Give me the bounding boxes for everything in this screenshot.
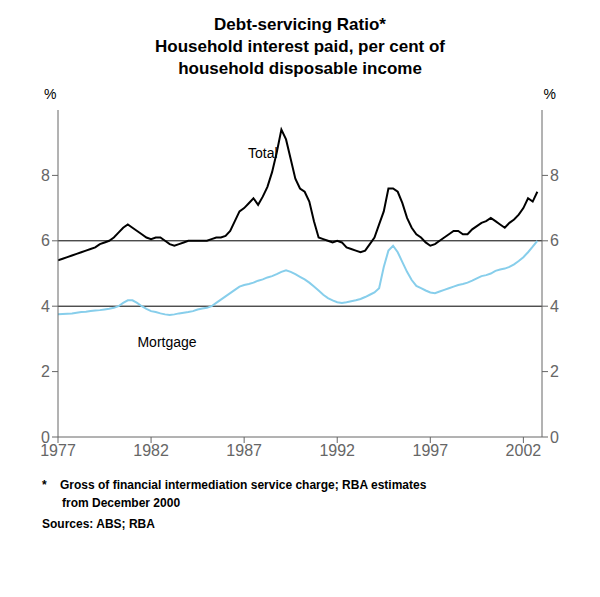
svg-text:1987: 1987: [226, 442, 262, 459]
svg-text:1982: 1982: [133, 442, 169, 459]
svg-text:1992: 1992: [319, 442, 355, 459]
svg-text:1997: 1997: [413, 442, 449, 459]
svg-text:2: 2: [41, 363, 50, 380]
svg-text:2: 2: [550, 363, 559, 380]
svg-text:Mortgage: Mortgage: [137, 334, 196, 350]
html-text:* Gross of financial intermedi: * Gross of financial intermediation serv…: [42, 478, 427, 492]
html-text:from December 2000: from December 2000: [42, 496, 181, 510]
svg-text:6: 6: [550, 232, 559, 249]
svg-text:4: 4: [550, 298, 559, 315]
svg-text:6: 6: [41, 232, 50, 249]
html-text:Sources: ABS; RBA: Sources: ABS; RBA: [42, 517, 155, 531]
svg-text:0: 0: [550, 429, 559, 446]
svg-text:8: 8: [41, 167, 50, 184]
svg-text:4: 4: [41, 298, 50, 315]
html-text:Household interest paid, per c: Household interest paid, per cent of: [155, 37, 445, 56]
svg-text:2002: 2002: [506, 442, 542, 459]
html-text:household disposable income: household disposable income: [178, 59, 422, 78]
svg-text:8: 8: [550, 167, 559, 184]
svg-text:0: 0: [41, 429, 50, 446]
svg-text:Total: Total: [248, 145, 278, 161]
html-text:Debt-servicing Ratio*: Debt-servicing Ratio*: [214, 15, 386, 34]
svg-text:1977: 1977: [40, 442, 76, 460]
